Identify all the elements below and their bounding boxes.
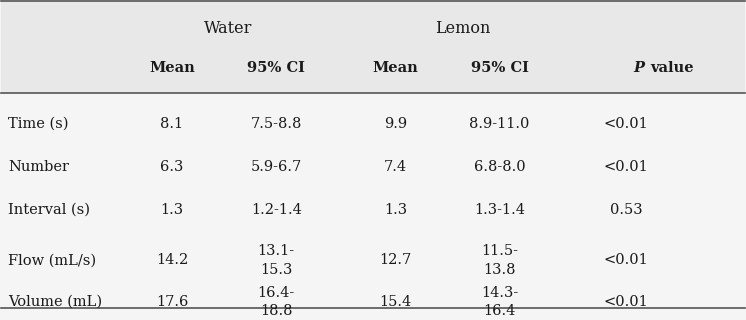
Text: <0.01: <0.01 — [604, 116, 648, 131]
Text: Mean: Mean — [372, 61, 419, 75]
Text: 13.1-
15.3: 13.1- 15.3 — [257, 244, 295, 276]
Text: 95% CI: 95% CI — [247, 61, 305, 75]
Text: <0.01: <0.01 — [604, 295, 648, 309]
Text: Water: Water — [204, 20, 252, 37]
Text: 9.9: 9.9 — [383, 116, 407, 131]
Text: 14.3-
16.4: 14.3- 16.4 — [481, 286, 518, 318]
Text: Number: Number — [8, 160, 69, 174]
Text: P: P — [633, 61, 645, 75]
Text: 14.2: 14.2 — [156, 253, 188, 268]
Text: 8.9-11.0: 8.9-11.0 — [469, 116, 530, 131]
Text: <0.01: <0.01 — [604, 253, 648, 268]
Text: 6.3: 6.3 — [160, 160, 184, 174]
Text: Volume (mL): Volume (mL) — [8, 295, 102, 309]
Text: 12.7: 12.7 — [379, 253, 412, 268]
Text: 1.2-1.4: 1.2-1.4 — [251, 203, 301, 217]
Text: 7.5-8.8: 7.5-8.8 — [251, 116, 302, 131]
Text: Flow (mL/s): Flow (mL/s) — [8, 253, 96, 268]
Text: 1.3: 1.3 — [383, 203, 407, 217]
Text: 5.9-6.7: 5.9-6.7 — [251, 160, 302, 174]
Text: 1.3: 1.3 — [160, 203, 184, 217]
Text: <0.01: <0.01 — [604, 160, 648, 174]
Text: 0.53: 0.53 — [610, 203, 642, 217]
Text: 7.4: 7.4 — [383, 160, 407, 174]
Text: 16.4-
18.8: 16.4- 18.8 — [257, 286, 295, 318]
Text: 11.5-
13.8: 11.5- 13.8 — [481, 244, 518, 276]
Text: 95% CI: 95% CI — [471, 61, 528, 75]
Text: Mean: Mean — [149, 61, 195, 75]
Text: 15.4: 15.4 — [379, 295, 412, 309]
Text: 8.1: 8.1 — [160, 116, 184, 131]
Text: 1.3-1.4: 1.3-1.4 — [474, 203, 525, 217]
Text: Interval (s): Interval (s) — [8, 203, 90, 217]
Text: Lemon: Lemon — [435, 20, 490, 37]
Bar — [1, 1, 745, 93]
Text: value: value — [650, 61, 694, 75]
Text: Time (s): Time (s) — [8, 116, 69, 131]
Text: 6.8-8.0: 6.8-8.0 — [474, 160, 525, 174]
Text: 17.6: 17.6 — [156, 295, 188, 309]
